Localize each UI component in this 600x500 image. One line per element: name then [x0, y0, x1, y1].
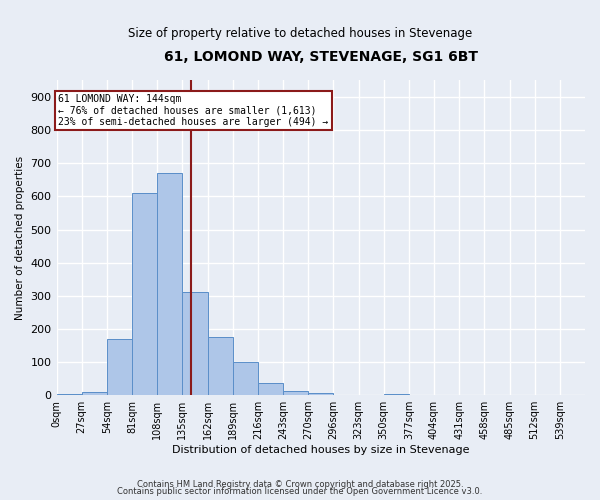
Text: Size of property relative to detached houses in Stevenage: Size of property relative to detached ho…: [128, 28, 472, 40]
Bar: [132, 193, 157, 395]
Bar: [107, 339, 132, 395]
Bar: [107, 339, 132, 395]
Bar: [182, 292, 208, 395]
Title: 61, LOMOND WAY, STEVENAGE, SG1 6BT: 61, LOMOND WAY, STEVENAGE, SG1 6BT: [164, 50, 478, 64]
Bar: [283, 391, 308, 395]
Bar: [157, 173, 182, 395]
Text: Contains HM Land Registry data © Crown copyright and database right 2025.: Contains HM Land Registry data © Crown c…: [137, 480, 463, 489]
Bar: [208, 337, 233, 395]
Bar: [157, 173, 182, 395]
Bar: [56, 394, 82, 395]
Bar: [383, 394, 409, 395]
Y-axis label: Number of detached properties: Number of detached properties: [15, 156, 25, 320]
Bar: [258, 382, 283, 395]
Text: 61 LOMOND WAY: 144sqm
← 76% of detached houses are smaller (1,613)
23% of semi-d: 61 LOMOND WAY: 144sqm ← 76% of detached …: [58, 94, 329, 127]
Bar: [258, 382, 283, 395]
Bar: [308, 392, 334, 395]
Bar: [132, 193, 157, 395]
Bar: [233, 362, 258, 395]
Bar: [283, 391, 308, 395]
Bar: [182, 292, 208, 395]
Bar: [82, 392, 107, 395]
Bar: [233, 362, 258, 395]
Bar: [383, 394, 409, 395]
Bar: [82, 392, 107, 395]
Bar: [308, 392, 334, 395]
Bar: [208, 337, 233, 395]
Text: Contains public sector information licensed under the Open Government Licence v3: Contains public sector information licen…: [118, 487, 482, 496]
X-axis label: Distribution of detached houses by size in Stevenage: Distribution of detached houses by size …: [172, 445, 470, 455]
Bar: [56, 394, 82, 395]
